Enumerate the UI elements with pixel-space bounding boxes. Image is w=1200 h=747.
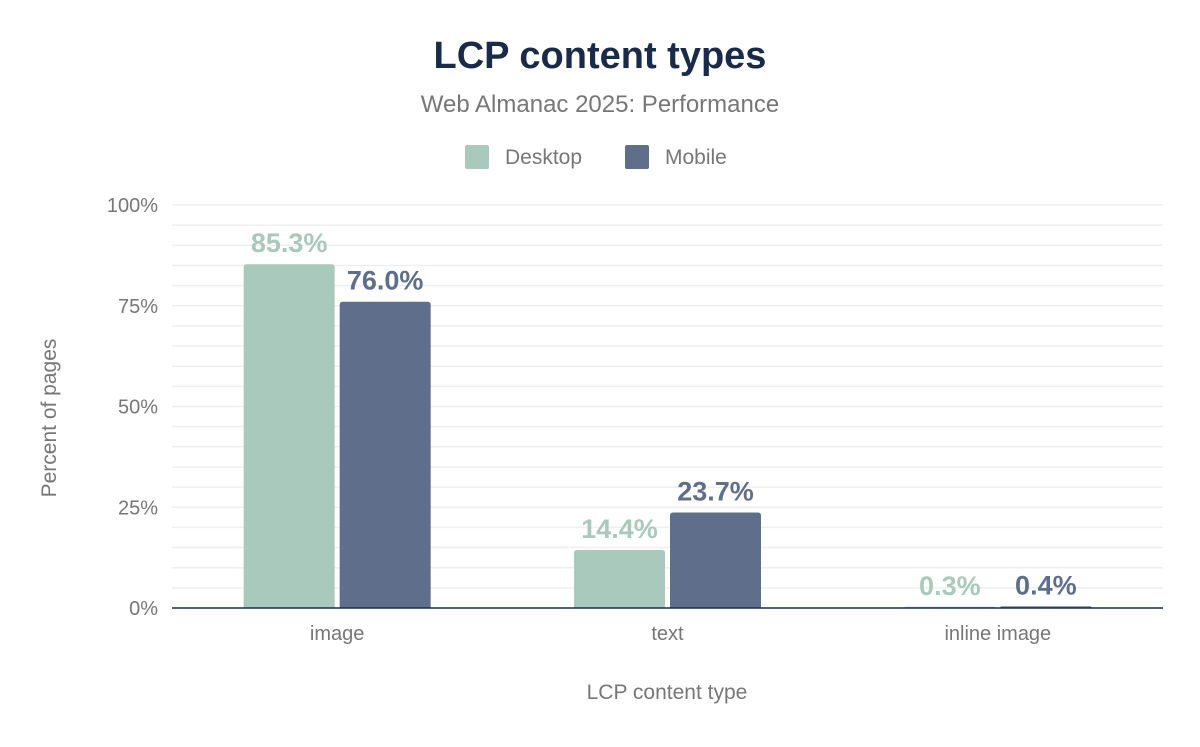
y-tick-label: 75% [118, 296, 158, 318]
x-tick-label: inline image [944, 623, 1051, 645]
legend-label-desktop: Desktop [505, 146, 582, 169]
chart-subtitle: Web Almanac 2025: Performance [421, 91, 779, 118]
y-tick-label: 25% [118, 497, 158, 519]
legend-swatch-mobile [625, 145, 649, 169]
legend-label-mobile: Mobile [665, 146, 727, 169]
bar-desktop [243, 264, 335, 608]
legend-swatch-desktop [465, 145, 489, 169]
data-label-mobile: 23.7% [677, 476, 754, 506]
legend: Desktop Mobile [465, 145, 727, 169]
y-tick-label: 0% [129, 598, 158, 620]
x-tick-label: image [310, 623, 364, 645]
data-label-mobile: 0.4% [1015, 570, 1077, 600]
x-tick-label: text [651, 623, 684, 645]
y-tick-label: 50% [118, 397, 158, 419]
chart-title: LCP content types [434, 35, 767, 77]
bars: 85.3% 76.0% 14.4% 23.7% 0.3% 0.4% [243, 228, 1092, 608]
bar-mobile [339, 301, 431, 608]
data-label-desktop: 0.3% [919, 571, 981, 601]
y-axis-ticks: 0% 25% 50% 75% 100% [107, 195, 158, 620]
x-axis-ticks: image text inline image [310, 623, 1051, 645]
data-label-mobile: 76.0% [347, 266, 424, 296]
gridlines [172, 204, 1163, 589]
y-tick-label: 100% [107, 195, 158, 217]
x-axis-label: LCP content type [587, 681, 748, 704]
bar-mobile [670, 512, 761, 608]
data-label-desktop: 85.3% [251, 228, 328, 258]
bar-desktop [574, 549, 665, 608]
data-label-desktop: 14.4% [581, 514, 658, 544]
y-axis-label: Percent of pages [38, 339, 61, 498]
